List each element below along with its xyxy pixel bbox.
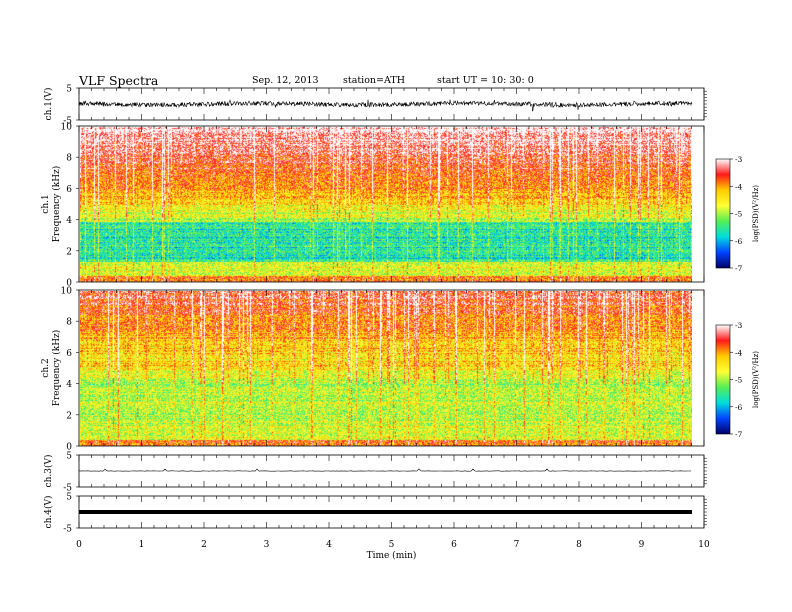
spectrogram-ch1-image [80, 127, 692, 282]
y-tick-label: 5 [66, 493, 72, 503]
colorbar-tick-label: -4 [735, 182, 743, 191]
y-axis-label: ch.3(V) [43, 455, 54, 488]
date-label: Sep. 12, 2013 [252, 75, 319, 86]
colorbar-tick-label: -3 [735, 321, 743, 330]
y-tick-label: 6 [66, 349, 72, 359]
colorbar-tick-label: -7 [735, 264, 743, 273]
colorbar-ch2 [715, 324, 731, 435]
colorbar-tick-label: -4 [735, 348, 743, 357]
x-tick-label: 8 [576, 540, 582, 550]
x-tick-label: 5 [389, 540, 395, 550]
y-tick-label: -5 [63, 484, 72, 494]
colorbar-ch1 [715, 158, 731, 269]
x-tick-label: 10 [698, 540, 710, 550]
colorbar-tick-label: -7 [735, 430, 743, 439]
x-tick-label: 3 [264, 540, 270, 550]
x-tick-label: 9 [639, 540, 645, 550]
colorbar-label: log(PSD)(V²/Hz) [752, 351, 760, 408]
y-axis-channel-label: ch.1 [41, 194, 51, 213]
y-tick-label: 10 [61, 287, 73, 297]
y-axis-channel-label: ch.2 [41, 358, 51, 377]
ch1-waveform-trace [78, 99, 693, 112]
y-tick-label: -5 [63, 117, 72, 127]
colorbar-tick-label: -6 [735, 237, 743, 246]
x-tick-label: 6 [451, 540, 457, 550]
y-tick-label: 5 [66, 85, 72, 95]
start-time-label: start UT = 10: 30: 0 [437, 75, 534, 86]
y-axis-label: Frequency (kHz) [51, 330, 62, 407]
y-tick-label: 4 [66, 216, 72, 226]
y-tick-label: -5 [63, 525, 72, 535]
y-tick-label: 0 [66, 443, 72, 453]
ch3-waveform-trace [78, 468, 692, 472]
y-tick-label: 5 [66, 452, 72, 462]
x-tick-label: 0 [76, 540, 82, 550]
y-tick-label: 10 [61, 123, 73, 133]
spectrogram-ch2-image [80, 291, 692, 446]
y-tick-label: 8 [66, 318, 72, 328]
x-axis-label: Time (min) [367, 550, 417, 561]
x-tick-label: 1 [139, 540, 145, 550]
y-tick-label: 6 [66, 185, 72, 195]
colorbar-tick-label: -5 [735, 210, 743, 219]
colorbar-tick-label: -5 [735, 376, 743, 385]
y-axis-label: ch.4(V) [43, 496, 54, 529]
y-tick-label: 2 [66, 247, 72, 257]
y-tick-label: 4 [66, 380, 72, 390]
y-tick-label: 2 [66, 411, 72, 421]
colorbar-label: log(PSD)(V²/Hz) [752, 185, 760, 242]
y-axis-label: Frequency (kHz) [51, 166, 62, 243]
chart-title: VLF Spectra [79, 73, 159, 88]
x-tick-label: 7 [514, 540, 520, 550]
x-tick-label: 2 [201, 540, 207, 550]
y-axis-label: ch.1(V) [43, 88, 54, 121]
colorbar-tick-label: -6 [735, 403, 743, 412]
colorbar-tick-label: -3 [735, 155, 743, 164]
y-tick-label: 8 [66, 154, 72, 164]
station-label: station=ATH [343, 75, 405, 86]
y-tick-label: 0 [66, 279, 72, 289]
x-tick-label: 4 [326, 540, 332, 550]
